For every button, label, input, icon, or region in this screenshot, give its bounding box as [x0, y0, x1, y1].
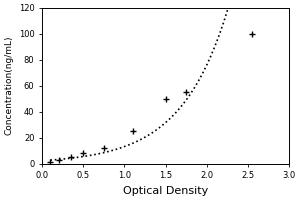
Y-axis label: Concentration(ng/mL): Concentration(ng/mL) — [4, 36, 13, 135]
X-axis label: Optical Density: Optical Density — [123, 186, 208, 196]
